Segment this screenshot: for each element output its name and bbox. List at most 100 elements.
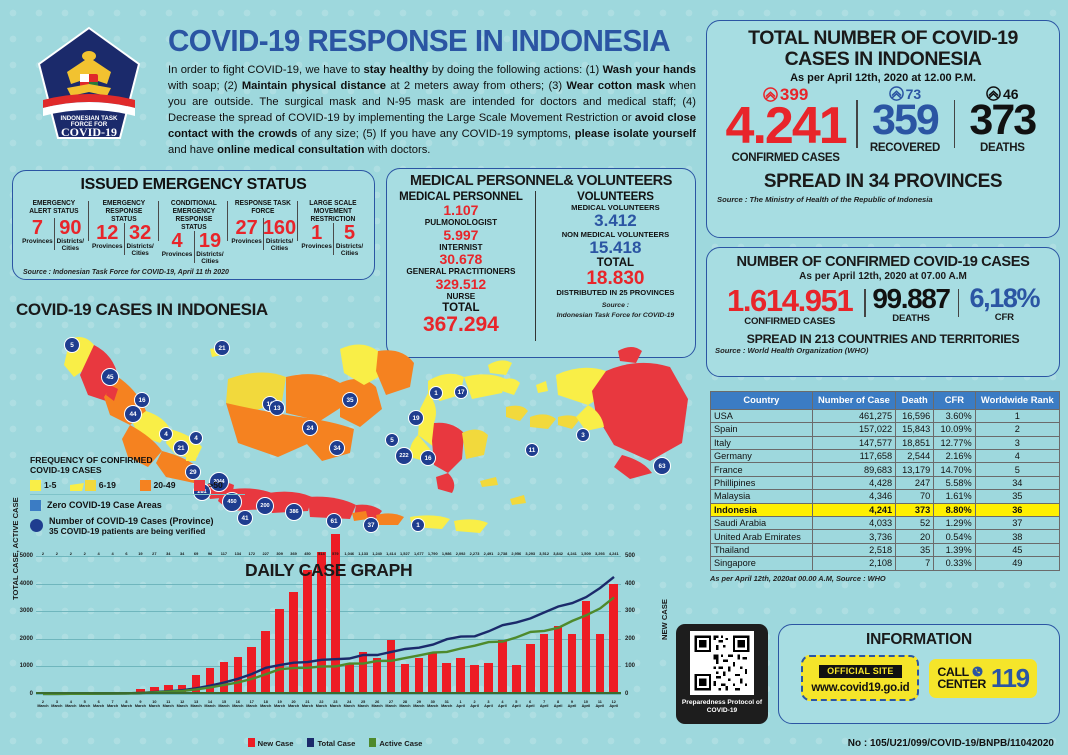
logo-line3: COVID-19 [61,125,117,139]
chart-bar-column: 96 [203,551,217,694]
chart-bar-column: 2,491 [482,551,496,694]
chart-bar-column: 309 [273,551,287,694]
emergency-source: Source : Indonesian Task Force for COVID… [23,269,229,276]
chart-bar: 172 [247,551,257,694]
stat-delta: 399 [715,86,856,103]
cell-country: Germany [710,448,813,464]
table-column-header: Country [710,391,813,410]
chart-bar-label: 69 [193,550,199,556]
map-title: COVID-19 CASES IN INDONESIA [16,300,268,319]
chart-bar-column: 1,677 [412,551,426,694]
emergency-column: LARGE SCALE MOVEMENT RESTRICTION 1 Provinc… [297,198,368,265]
chart-bar-column: 1,414 [384,551,398,694]
chart-bar-label: 134 [234,550,242,556]
province-case-bubble: 5 [385,433,399,447]
chart-y-axis-label-right: NEW CASE [660,599,669,640]
x-tick-label: 29 March [413,700,425,709]
chart-bar-column: 1,240 [370,551,384,694]
x-tick-label: 23 March [329,700,341,709]
emergency-number: 4 [171,230,183,253]
emergency-column-head: CONDITIONAL EMERGENCY RESPONSE STATUS [170,198,217,232]
table-row: Spain 157,022 15,843 10.09% 2 [710,422,1061,437]
chart-bar: 2,491 [484,551,493,694]
table-row: France 89,683 13,179 14.70% 5 [710,462,1061,477]
chart-bar: 227 [261,551,271,694]
emergency-columns: EMERGENCY ALERT STATUS 7 Provinces 90 Distri… [13,198,374,266]
emergency-column-head: EMERGENCY ALERT STATUS [29,198,79,216]
chart-bar: 2,956 [511,551,521,694]
call-label-line2: CENTER [937,677,986,691]
chart-bar-label: 2 [83,550,86,556]
province-case-bubble: 34 [329,440,345,456]
y-tick-label-right: 200 [625,635,636,642]
chart-bar-column: 2,273 [468,551,482,694]
cell-cfr: 3.60% [933,408,976,424]
chart-bar-label: 309 [276,550,283,556]
x-tick-label: 3 March [51,700,63,709]
legend-zero-label: Zero COVID-19 Case Areas [47,500,162,511]
cell-country: Singapore [710,556,813,571]
emergency-number: 32 [129,222,152,245]
chart-bar: 309 [275,551,284,694]
province-case-bubble: 19 [408,410,424,426]
chart-y-axis-label-left: TOTAL CASE, ACTIVE CASE [11,497,20,600]
world-date: As per April 12th, 2020 at 07.00 A.M [799,271,967,282]
x-tick-label: 10 March [148,700,160,709]
medical-personnel-head: MEDICAL PERSONNEL [399,191,523,203]
cell-cfr: 5.58% [933,475,976,491]
stat-delta-value: 73 [905,85,922,102]
logo-line2: FORCE FOR [71,121,108,128]
total-id-title-line1: TOTAL NUMBER OF COVID-19 [748,27,1018,49]
chart-bar-label: 369 [290,550,297,556]
volunteer-item: MEDICAL VOLUNTEERS 3.412 [536,203,695,230]
x-tick-label: 6 April [525,700,535,709]
chart-bar: 4,241 [567,551,577,694]
stat-delta-value: 46 [1003,85,1019,102]
emergency-value: 32 Districts/ Cities [123,222,157,257]
province-case-bubble: 21 [214,340,230,356]
world-stat-label: DEATHS [892,313,930,324]
x-tick-label: 10 April [581,700,591,709]
emergency-number: 12 [96,222,119,245]
emergency-unit: Districts/ Cities [196,251,224,266]
qr-code-card[interactable]: Preparedness Protocol of COVID-19 [676,624,768,724]
chart-bar: 2,092 [456,551,465,694]
chart-bar-column: 1,509 [579,551,593,694]
table-row: Singapore 2,108 7 0.33% 49 [710,556,1061,571]
x-tick-label: 12 March [176,700,188,709]
official-site-box[interactable]: OFFICIAL SITE www.covid19.go.id [801,655,920,701]
chart-bar: 1,240 [372,551,382,694]
chart-legend-item: New Case [247,738,293,748]
personnel-label: PULMONOLOGIST [424,217,498,227]
legend-scale-item: 1-5 [30,479,81,491]
chart-bar-label: 2 [69,550,72,556]
legend-scale-item: 6-19 [84,479,136,491]
chart-bar-column: 19 [133,551,147,694]
chart-legend-label: Total Case [317,739,356,748]
gridline [36,611,621,613]
official-site-url[interactable]: www.covid19.go.id [811,682,910,694]
x-tick-label: 7 April [539,700,549,709]
x-tick-label: 7 March [106,700,119,709]
gridline [36,638,621,640]
chart-bar-column: 134 [231,551,245,694]
personnel-label: GENERAL PRACTITIONERS [406,267,516,277]
chart-x-tick-labels: 2 March 3 March 4 March 5 March 6 March 7 March 8 Mar… [36,700,621,709]
chart-bar-label: 2 [55,550,58,556]
personnel-label: INTERNIST [439,242,483,252]
x-tick-label: 1 April [456,700,465,709]
province-case-bubble: 29 [185,464,201,480]
country-table-source: As per April 12th, 2020at 00.00 A.M, Sou… [710,573,886,583]
cell-cases: 157,022 [811,422,897,437]
personnel-value: 5.997 [443,226,479,243]
chart-bar-label: 3,842 [553,550,563,556]
cell-cfr: 1.39% [933,542,976,558]
call-center-box[interactable]: CALL CENTER 119 [929,658,1037,698]
chart-bar-label: 1,677 [413,550,424,556]
province-case-bubble: 5 [64,337,80,353]
chart-bar-column: 2,092 [454,551,468,694]
chart-bar-label: 34 [180,550,185,556]
chart-bar: 369 [289,551,298,694]
chart-bar-label: 172 [248,550,256,556]
